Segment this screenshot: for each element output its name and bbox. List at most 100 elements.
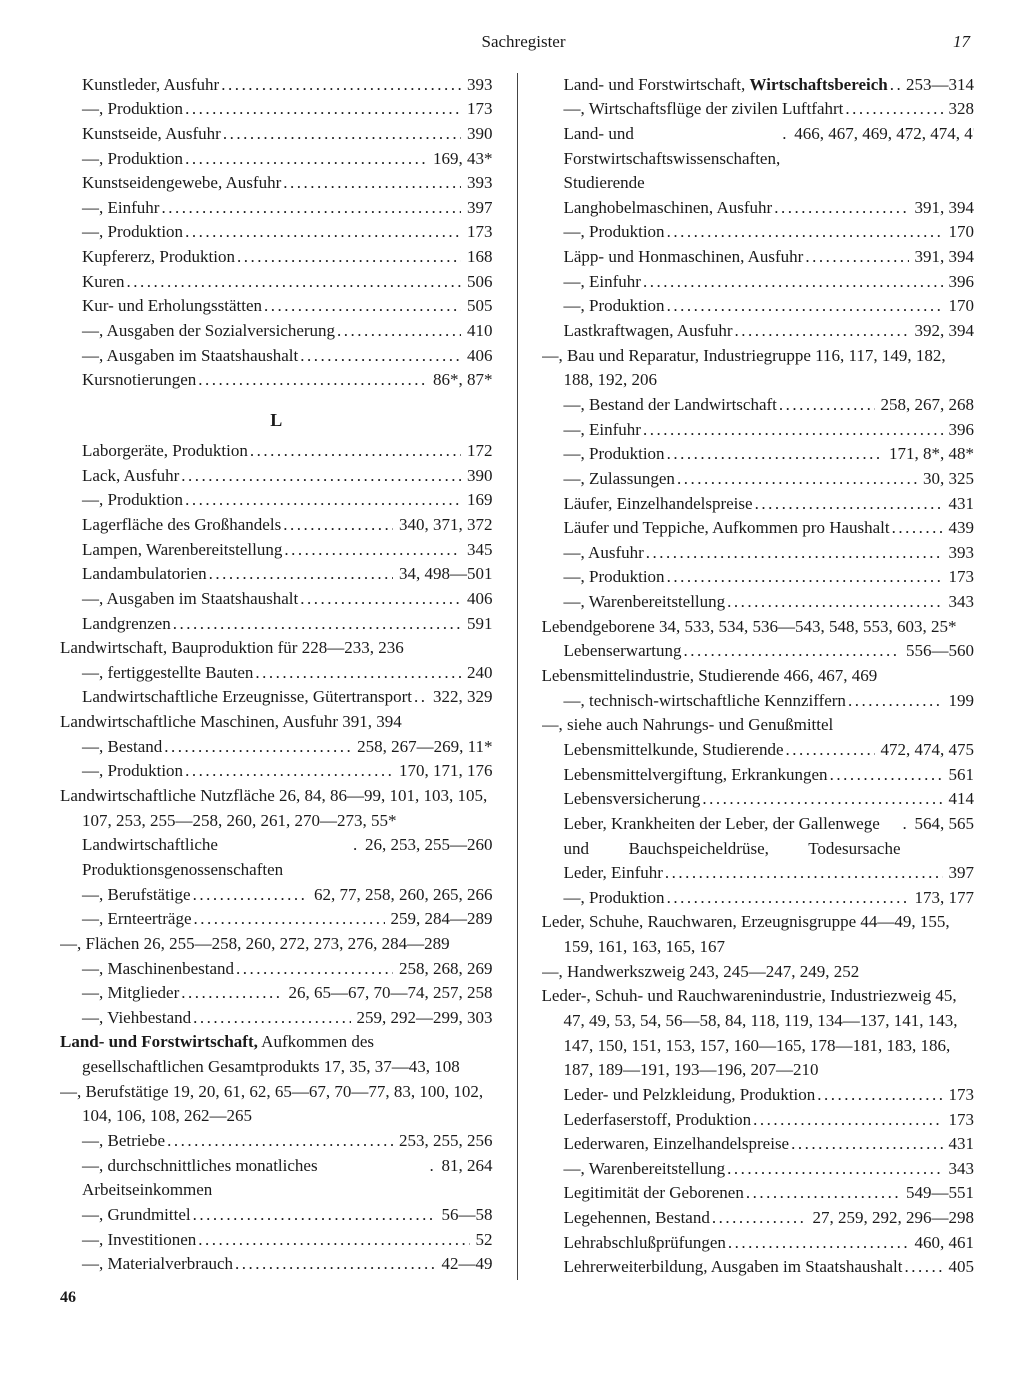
leader-dots xyxy=(712,1206,807,1231)
entry-term: Landwirtschaftliche Erzeugnisse, Gütertr… xyxy=(82,685,412,710)
index-entry: —, Produktion173 xyxy=(542,565,975,590)
leader-dots xyxy=(164,735,351,760)
right-column: Land- und Forstwirtschaft, Wirtschaftsbe… xyxy=(542,73,975,1280)
entry-term: Laborgeräte, Produktion xyxy=(82,439,248,464)
leader-dots xyxy=(264,294,461,319)
leader-dots xyxy=(779,393,875,418)
entry-term: —, Warenbereitstellung xyxy=(564,590,726,615)
entry-pages: 171, 8*, 48* xyxy=(885,442,974,467)
entry-pages: 505 xyxy=(463,294,493,319)
entry-pages: 406 xyxy=(463,587,493,612)
leader-dots xyxy=(185,488,461,513)
entry-pages: 397 xyxy=(945,861,975,886)
entry-term: —, durchschnittliches monatliches Arbeit… xyxy=(82,1154,428,1203)
entry-term: Lebensversicherung xyxy=(564,787,701,812)
entry-pages: 173 xyxy=(463,220,493,245)
index-entry: —, Produktion173, 177 xyxy=(542,886,975,911)
leader-dots xyxy=(221,73,461,98)
entry-pages: 564, 565 xyxy=(911,812,975,837)
index-entry: Landwirtschaftliche Produktionsgenossens… xyxy=(60,833,493,882)
index-entry: Lampen, Warenbereitstellung345 xyxy=(60,538,493,563)
entry-term: —, Bestand der Landwirtschaft xyxy=(564,393,777,418)
entry-term: Lederwaren, Einzelhandelspreise xyxy=(564,1132,790,1157)
leader-dots xyxy=(223,122,461,147)
index-entry: Landgrenzen591 xyxy=(60,612,493,637)
leader-dots xyxy=(194,907,385,932)
index-entry: Kunstseidengewebe, Ausfuhr 393 xyxy=(60,171,493,196)
entry-pages: 343 xyxy=(945,590,975,615)
leader-dots xyxy=(755,492,943,517)
index-entry: Leder, Einfuhr397 xyxy=(542,861,975,886)
entry-pages: 34, 498—501 xyxy=(395,562,493,587)
index-entry: Laborgeräte, Produktion 172 xyxy=(60,439,493,464)
index-entry: —, Betriebe253, 255, 256 xyxy=(60,1129,493,1154)
entry-term: Lebensmittelvergiftung, Erkrankungen xyxy=(564,763,828,788)
entry-term: —, Grundmittel xyxy=(82,1203,191,1228)
entry-term: —, Produktion xyxy=(564,294,665,319)
entry-term: —, Produktion xyxy=(82,759,183,784)
index-entry: Legehennen, Bestand27, 259, 292, 296—298 xyxy=(542,1206,975,1231)
entry-pages: 322, 329 xyxy=(429,685,493,710)
index-entry: —, Ernteerträge259, 284—289 xyxy=(60,907,493,932)
leader-dots xyxy=(667,220,943,245)
entry-term: Kuren xyxy=(82,270,124,295)
entry-term: —, technisch-wirtschaftliche Kennziffern xyxy=(564,689,846,714)
entry-term: —, Produktion xyxy=(564,565,665,590)
index-entry: —, Produktion169 xyxy=(60,488,493,513)
entry-pages: 258, 267—269, 11* xyxy=(353,735,492,760)
entry-pages: 392, 394 xyxy=(911,319,975,344)
entry-pages: 172 xyxy=(463,439,493,464)
entry-pages: 170, 171, 176 xyxy=(395,759,493,784)
entry-pages: 170 xyxy=(945,294,975,319)
entry-pages: 173 xyxy=(945,1083,975,1108)
leader-dots xyxy=(181,464,461,489)
entry-pages: 169, 43* xyxy=(429,147,493,172)
column-divider xyxy=(517,73,518,1280)
entry-pages: 414 xyxy=(945,787,975,812)
entry-term: Lebenserwartung xyxy=(564,639,682,664)
entry-pages: 259, 292—299, 303 xyxy=(353,1006,493,1031)
index-entry: —, technisch-wirtschaftliche Kennziffern… xyxy=(542,689,975,714)
leader-dots xyxy=(185,759,393,784)
entry-term: —, Bestand xyxy=(82,735,162,760)
entry-pages: 393 xyxy=(463,171,493,196)
entry-term: Legitimität der Geborenen xyxy=(564,1181,744,1206)
leader-dots xyxy=(193,883,308,908)
entry-pages: 397 xyxy=(463,196,493,221)
index-entry: —, siehe auch Nahrungs- und Genußmittel xyxy=(542,713,975,738)
entry-pages: 173 xyxy=(945,1108,975,1133)
index-entry: —, Zulassungen30, 325 xyxy=(542,467,975,492)
leader-dots xyxy=(890,73,900,98)
index-entry: Legitimität der Geborenen549—551 xyxy=(542,1181,975,1206)
index-entry: Läpp- und Honmaschinen, Ausfuhr391, 394 xyxy=(542,245,975,270)
entry-pages: 393 xyxy=(463,73,493,98)
index-entry: Läufer, Einzelhandelspreise431 xyxy=(542,492,975,517)
index-entry: Leder, Schuhe, Rauchwaren, Erzeugnisgrup… xyxy=(542,910,975,959)
index-entry: —, Bestand der Landwirtschaft258, 267, 2… xyxy=(542,393,975,418)
entry-pages: 259, 284—289 xyxy=(387,907,493,932)
leader-dots xyxy=(283,513,393,538)
index-entry: Kursnotierungen86*, 87* xyxy=(60,368,493,393)
index-entry: —, Bestand 258, 267—269, 11* xyxy=(60,735,493,760)
index-entry: Leder- und Pelzkleidung, Produktion 173 xyxy=(542,1083,975,1108)
index-entry: —, Ausgaben im Staatshaushalt 406 xyxy=(60,587,493,612)
leader-dots xyxy=(193,1006,350,1031)
entry-term: Leder- und Pelzkleidung, Produktion xyxy=(564,1083,816,1108)
index-entry: —, Investitionen52 xyxy=(60,1228,493,1253)
index-entry: Lebensmittelindustrie, Studierende 466, … xyxy=(542,664,975,689)
entry-pages: 86*, 87* xyxy=(429,368,493,393)
entry-pages: 62, 77, 258, 260, 265, 266 xyxy=(310,883,493,908)
index-entry: Lack, Ausfuhr390 xyxy=(60,464,493,489)
leader-dots xyxy=(702,787,942,812)
entry-term: —, Ausgaben im Staatshaushalt xyxy=(82,587,298,612)
leader-dots xyxy=(198,1228,469,1253)
entry-term: —, Wirtschaftsflüge der zivilen Luftfahr… xyxy=(564,97,844,122)
entry-term: Legehennen, Bestand xyxy=(564,1206,710,1231)
entry-term: —, Berufstätige xyxy=(82,883,191,908)
leader-dots xyxy=(167,1129,393,1154)
entry-term: —, Produktion xyxy=(82,488,183,513)
entry-term: Kunstseidengewebe, Ausfuhr xyxy=(82,171,281,196)
index-entry: —, fertiggestellte Bauten240 xyxy=(60,661,493,686)
leader-dots xyxy=(677,467,917,492)
index-entry: —, Ausgaben im Staatshaushalt406 xyxy=(60,344,493,369)
